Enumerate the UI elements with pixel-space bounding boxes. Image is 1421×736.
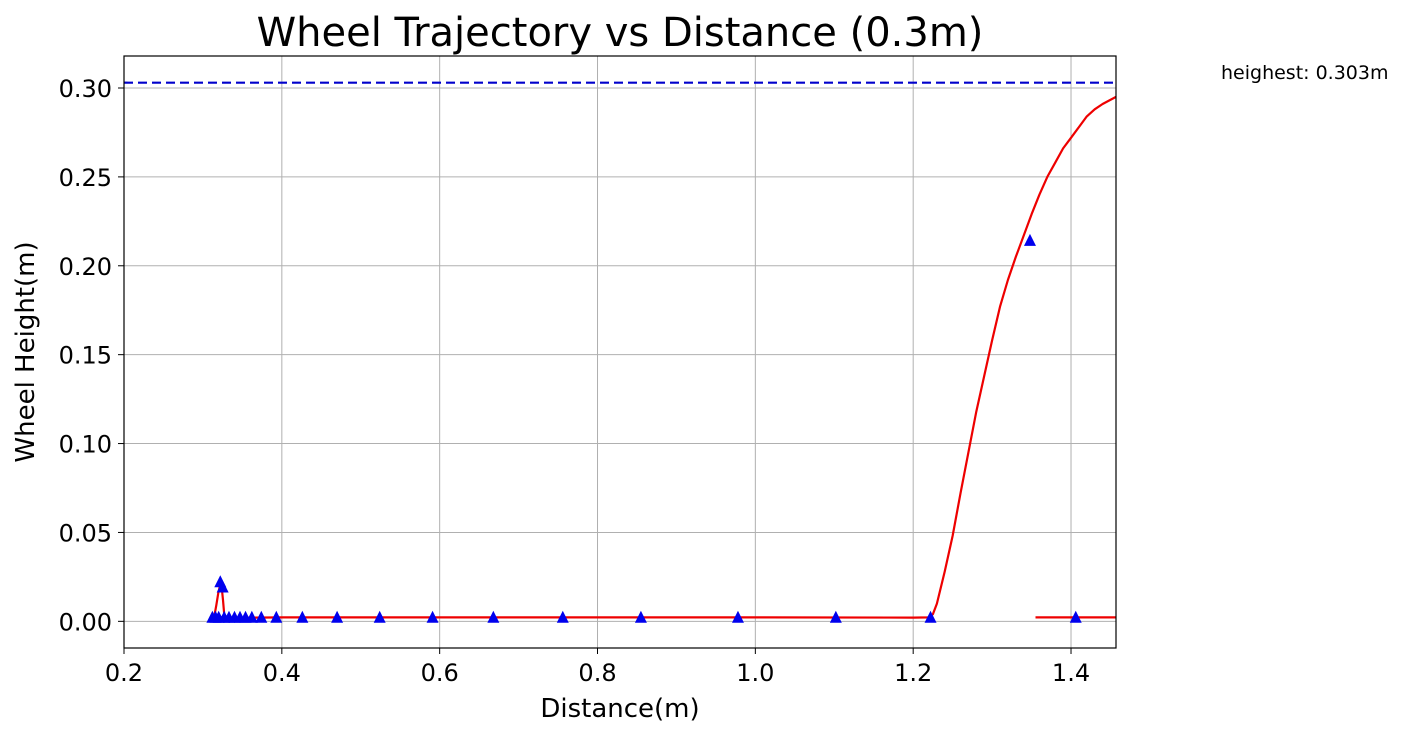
y-tick-label: 0.10: [59, 431, 112, 459]
y-tick-label: 0.15: [59, 342, 112, 370]
trajectory-marker: [216, 580, 229, 593]
ticks: 0.2 0.4 0.6 0.8 1.0 1.2 1.4 0.00 0.05 0.10 0.15 0.2…: [59, 75, 1091, 687]
trajectory-marker: [331, 610, 344, 623]
x-tick-label: 1.2: [894, 659, 932, 687]
trajectory-marker: [487, 610, 500, 623]
trajectory-marker: [924, 610, 937, 623]
max-height-annotation: heighest: 0.303m: [1221, 62, 1389, 84]
trajectory-marker: [255, 610, 268, 623]
chart-title: Wheel Trajectory vs Distance (0.3m): [257, 10, 984, 56]
trajectory-marker: [245, 610, 258, 623]
y-tick-label: 0.30: [59, 75, 112, 103]
x-axis-label: Distance(m): [540, 694, 699, 724]
x-tick-label: 0.4: [263, 659, 301, 687]
trajectory-line-segment: [224, 95, 1116, 619]
y-axis-label: Wheel Height(m): [11, 241, 41, 462]
grid: [123, 56, 1116, 648]
x-tick-label: 1.0: [736, 659, 774, 687]
trajectory-marker: [296, 610, 309, 623]
trajectory-marker: [556, 610, 569, 623]
trajectory-marker: [829, 610, 842, 623]
y-tick-label: 0.20: [59, 253, 112, 281]
y-tick-label: 0.00: [59, 608, 112, 636]
plot-frame: [123, 55, 1117, 649]
trajectory-marker: [373, 610, 386, 623]
y-tick-label: 0.25: [59, 164, 112, 192]
trajectory-marker: [1023, 233, 1036, 246]
trajectory-marker: [426, 610, 439, 623]
x-tick-label: 0.2: [105, 659, 143, 687]
x-tick-label: 1.4: [1052, 659, 1090, 687]
y-tick-label: 0.05: [59, 519, 112, 547]
trajectory-marker: [634, 610, 647, 623]
trajectory-marker: [731, 610, 744, 623]
trajectory-marker: [270, 610, 283, 623]
x-tick-label: 0.8: [578, 659, 616, 687]
marker-group: [206, 233, 1082, 623]
x-tick-label: 0.6: [421, 659, 459, 687]
trajectory-marker: [1069, 610, 1082, 623]
plot-background: [124, 56, 1116, 648]
